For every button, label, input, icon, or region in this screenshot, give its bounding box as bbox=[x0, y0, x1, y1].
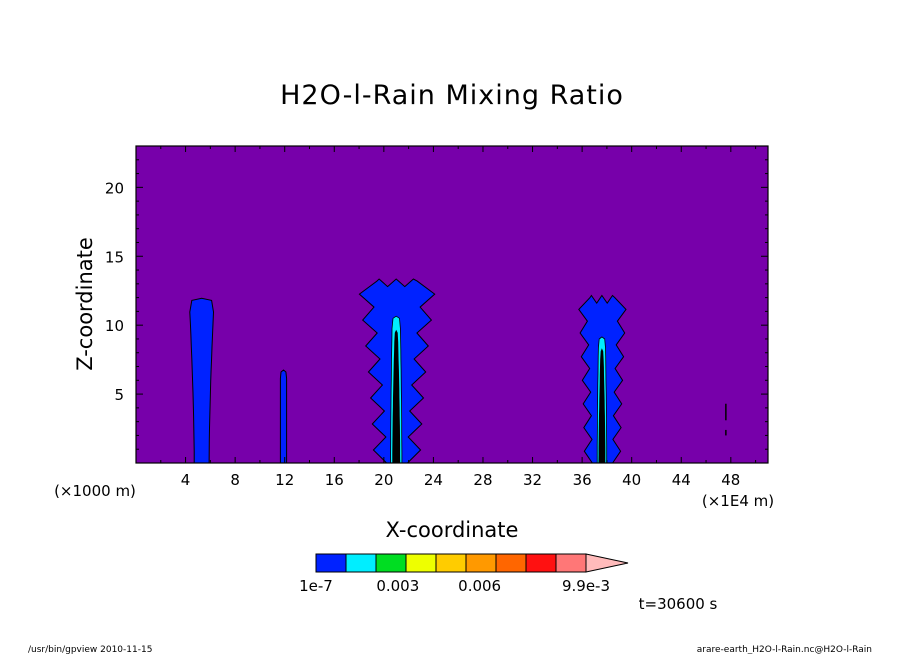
footer-left: /usr/bin/gpview 2010-11-15 bbox=[28, 645, 152, 654]
y-tick-label: 10 bbox=[105, 317, 124, 335]
y-tick-label: 15 bbox=[105, 248, 124, 266]
plot-frame bbox=[135, 145, 769, 464]
colorbar-label: 1e-7 bbox=[299, 577, 333, 595]
feature-storm-x21-inner bbox=[392, 329, 401, 464]
x-tick-label: 12 bbox=[275, 471, 294, 489]
colorbar-segment bbox=[315, 553, 347, 573]
x-axis-ticks: 4 8 12 16 20 24 28 32 36 40 44 48 bbox=[160, 146, 757, 489]
x-tick-label: 40 bbox=[622, 471, 641, 489]
plot-background bbox=[136, 146, 768, 463]
colorbar-segment bbox=[495, 553, 527, 573]
x-unit-right: (×1E4 m) bbox=[702, 492, 774, 510]
colorbar-segment bbox=[405, 553, 437, 573]
colorbar-label: 9.9e-3 bbox=[562, 577, 610, 595]
y-tick-label: 20 bbox=[105, 179, 124, 197]
x-axis-title: X-coordinate bbox=[386, 518, 519, 542]
y-axis-ticks: 5 10 15 20 bbox=[105, 159, 768, 450]
x-tick-label: 32 bbox=[523, 471, 542, 489]
x-tick-label: 48 bbox=[721, 471, 740, 489]
time-label: t=30600 s bbox=[639, 595, 718, 613]
colorbar-label: 0.006 bbox=[458, 577, 501, 595]
colorbar-segment bbox=[555, 553, 587, 573]
chart-title: H2O-l-Rain Mixing Ratio bbox=[280, 80, 624, 111]
colorbar-overflow-arrow bbox=[585, 553, 629, 573]
x-tick-label: 24 bbox=[424, 471, 443, 489]
x-tick-label: 44 bbox=[672, 471, 691, 489]
x-tick-label: 20 bbox=[374, 471, 393, 489]
y-axis-title: Z-coordinate bbox=[73, 237, 97, 371]
x-tick-label: 28 bbox=[473, 471, 492, 489]
footer-right: arare-earth_H2O-l-Rain.nc@H2O-l-Rain bbox=[697, 645, 872, 654]
x-tick-label: 4 bbox=[181, 471, 191, 489]
colorbar-segment bbox=[435, 553, 467, 573]
colorbar-segment bbox=[525, 553, 557, 573]
feature-column-x12 bbox=[279, 369, 288, 464]
feature-column-x5 bbox=[189, 297, 215, 464]
colorbar-segment bbox=[345, 553, 377, 573]
x-tick-label: 16 bbox=[325, 471, 344, 489]
y-tick-label: 5 bbox=[114, 386, 124, 404]
x-tick-label: 36 bbox=[573, 471, 592, 489]
colorbar: 1e-7 0.003 0.006 9.9e-3 bbox=[299, 553, 629, 595]
rain-features bbox=[189, 278, 727, 464]
colorbar-segment bbox=[465, 553, 497, 573]
feature-storm-x38-inner bbox=[598, 348, 606, 464]
x-unit-left: (×1000 m) bbox=[54, 482, 136, 500]
colorbar-label: 0.003 bbox=[376, 577, 419, 595]
x-tick-label: 8 bbox=[230, 471, 240, 489]
colorbar-segment bbox=[375, 553, 407, 573]
